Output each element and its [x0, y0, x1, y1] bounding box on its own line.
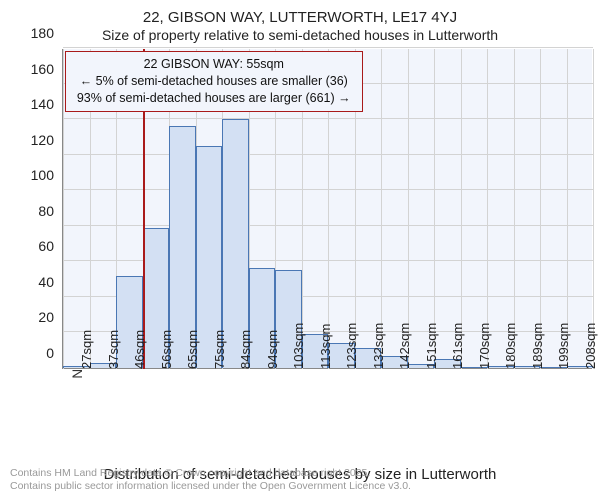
xtick-label-189sqm: 189sqm — [530, 323, 545, 369]
annotation-line-1: 22 GIBSON WAY: 55sqm — [74, 56, 354, 73]
ytick-label-140: 140 — [4, 96, 54, 112]
gridline-x-12 — [381, 49, 382, 369]
footer-text: Contains HM Land Registry data © Crown c… — [10, 467, 411, 494]
gridline-x-20 — [593, 49, 594, 369]
xtick-labels-container: 27sqm 37sqm 46sqm 56sqm 65sqm 75sqm 84sqm 94sqm… — [62, 369, 592, 464]
chart-title: 22, GIBSON WAY, LUTTERWORTH, LE17 4YJ — [0, 0, 600, 27]
xtick-label-113sqm: 113sqm — [318, 324, 333, 369]
xtick-label-75sqm: 75sqm — [212, 330, 227, 369]
ytick-label-160: 160 — [4, 61, 54, 77]
xtick-label-46sqm: 46sqm — [132, 330, 147, 369]
xtick-label-161sqm: 161sqm — [450, 323, 465, 369]
ytick-label-60: 60 — [4, 238, 54, 254]
annotation-line-3: 93% of semi-detached houses are larger (… — [74, 90, 354, 107]
ytick-label-80: 80 — [4, 203, 54, 219]
xtick-label-94sqm: 94sqm — [265, 330, 280, 369]
xtick-label-180sqm: 180sqm — [503, 323, 518, 369]
xtick-label-56sqm: 56sqm — [159, 330, 174, 369]
xtick-label-103sqm: 103sqm — [291, 323, 306, 369]
xtick-label-142sqm: 142sqm — [397, 323, 412, 369]
gridline-x-19 — [567, 49, 568, 369]
xtick-label-208sqm: 208sqm — [583, 323, 598, 369]
plot-area: Number of semi-detached properties 22 GI… — [62, 49, 592, 369]
xtick-label-123sqm: 123sqm — [344, 323, 359, 369]
ytick-label-20: 20 — [4, 309, 54, 325]
xtick-label-170sqm: 170sqm — [477, 323, 492, 369]
xtick-label-199sqm: 199sqm — [556, 323, 571, 369]
footer-line-2: Contains public sector information licen… — [10, 480, 411, 494]
ytick-label-100: 100 — [4, 167, 54, 183]
ytick-label-180: 180 — [4, 25, 54, 41]
footer-line-1: Contains HM Land Registry data © Crown c… — [10, 467, 411, 481]
plot-background: 22 GIBSON WAY: 55sqm ← 5% of semi-detache… — [62, 49, 592, 369]
gridline-x-14 — [434, 49, 435, 369]
xtick-label-37sqm: 37sqm — [106, 330, 121, 369]
annotation-line-2: ← 5% of semi-detached houses are smaller… — [74, 73, 354, 90]
xtick-label-65sqm: 65sqm — [185, 330, 200, 369]
gridline-x-18 — [540, 49, 541, 369]
chart-container: 22, GIBSON WAY, LUTTERWORTH, LE17 4YJ Si… — [0, 0, 600, 500]
ytick-label-0: 0 — [4, 345, 54, 361]
ytick-label-40: 40 — [4, 274, 54, 290]
gridline-x-16 — [487, 49, 488, 369]
gridline-x-17 — [514, 49, 515, 369]
gridline-y-180 — [63, 47, 593, 48]
gridline-x-13 — [408, 49, 409, 369]
gridline-x-15 — [461, 49, 462, 369]
xtick-label-27sqm: 27sqm — [79, 330, 94, 369]
xtick-label-84sqm: 84sqm — [238, 330, 253, 369]
ytick-label-120: 120 — [4, 132, 54, 148]
chart-subtitle: Size of property relative to semi-detach… — [0, 27, 600, 49]
xtick-label-132sqm: 132sqm — [371, 323, 386, 369]
gridline-x-0 — [63, 49, 64, 369]
xtick-label-151sqm: 151sqm — [424, 323, 439, 369]
annotation-box: 22 GIBSON WAY: 55sqm ← 5% of semi-detache… — [65, 51, 363, 112]
